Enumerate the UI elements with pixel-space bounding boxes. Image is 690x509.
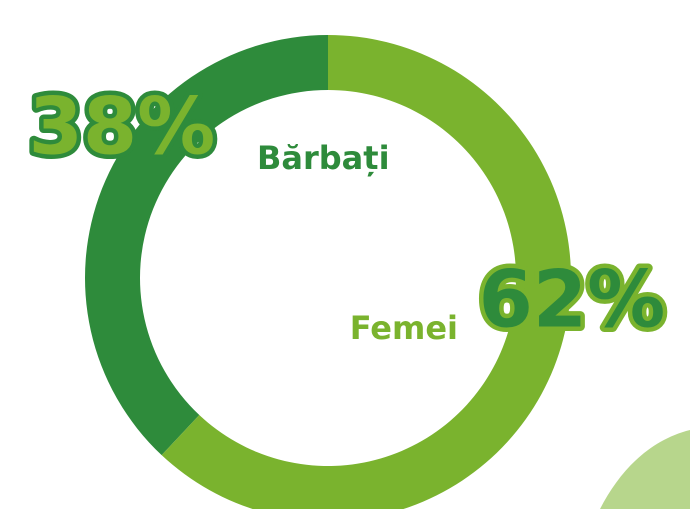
value-label: 62%	[479, 255, 666, 345]
chart: 38% Bărbați 62% Femei	[0, 0, 690, 509]
category-label: Bărbați	[257, 139, 390, 177]
value-label: 38%	[29, 82, 216, 172]
category-label: Femei	[350, 309, 458, 347]
leaf-decoration	[600, 430, 690, 509]
